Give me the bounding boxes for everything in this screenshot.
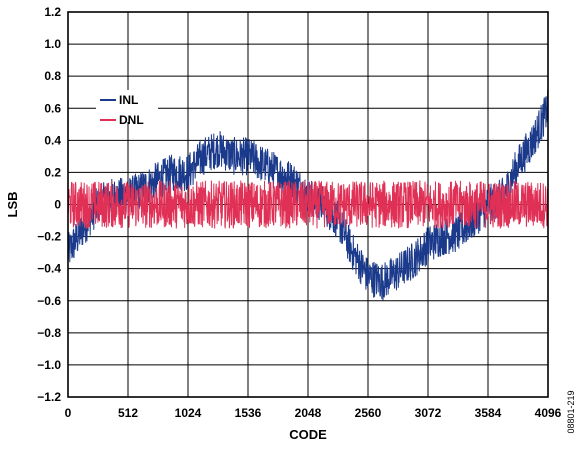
y-tick-label: −0.6 (37, 294, 61, 308)
y-tick-label: −0.2 (37, 230, 61, 244)
y-tick-label: −0.8 (37, 326, 61, 340)
x-tick-label: 1536 (235, 406, 262, 420)
y-tick-label: 0 (54, 198, 61, 212)
y-tick-labels: −1.2 −1.0 −0.8 −0.6 −0.4 −0.2 0 0.2 0.4 0.6 0.8 1.0… (37, 5, 61, 404)
x-tick-label: 3584 (475, 406, 502, 420)
legend-dnl-label: DNL (119, 113, 144, 127)
x-tick-label: 3072 (415, 406, 442, 420)
legend-inl-label: INL (119, 93, 138, 107)
x-tick-label: 1024 (175, 406, 202, 420)
x-tick-label: 4096 (535, 406, 562, 420)
x-tick-label: 2560 (355, 406, 382, 420)
y-tick-label: 0.2 (44, 165, 61, 179)
x-tick-label: 0 (65, 406, 72, 420)
figure-id: 08801-219 (566, 390, 576, 433)
plot-frame (67, 11, 549, 398)
y-tick-label: 1.2 (44, 5, 61, 19)
x-tick-labels: 0 512 1024 1536 2048 2560 3072 3584 4096 (65, 406, 562, 420)
legend: INL DNL (96, 90, 158, 127)
y-tick-label: 0.6 (44, 101, 61, 115)
y-tick-label: 1.0 (44, 37, 61, 51)
x-tick-label: 512 (118, 406, 138, 420)
y-axis-title: LSB (5, 192, 20, 218)
legend-background (96, 90, 158, 122)
y-tick-label: 0.4 (44, 133, 61, 147)
series-dnl-line (67, 180, 549, 229)
y-tick-label: −1.2 (37, 390, 61, 404)
series-layer (67, 89, 549, 301)
y-tick-label: 0.8 (44, 69, 61, 83)
y-tick-label: −0.4 (37, 262, 61, 276)
x-axis-title: CODE (289, 427, 327, 442)
x-tick-label: 2048 (295, 406, 322, 420)
y-tick-label: −1.0 (37, 358, 61, 372)
